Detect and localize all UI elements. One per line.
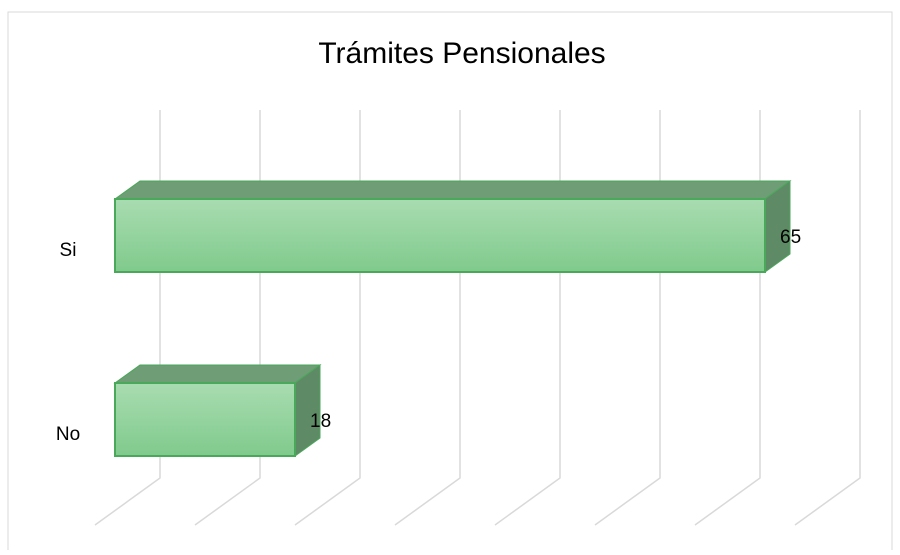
- grid-line: [794, 110, 861, 526]
- chart-frame: [7, 11, 893, 553]
- y-tick-label: No: [56, 424, 80, 445]
- y-tick-label: Si: [60, 240, 77, 261]
- bar: [114, 198, 766, 273]
- data-label: 18: [310, 411, 331, 432]
- chart-title: Trámites Pensionales: [318, 37, 605, 70]
- bar-top: [113, 180, 792, 200]
- bar-top: [113, 364, 322, 384]
- bar: [114, 382, 296, 457]
- data-label: 65: [780, 227, 801, 248]
